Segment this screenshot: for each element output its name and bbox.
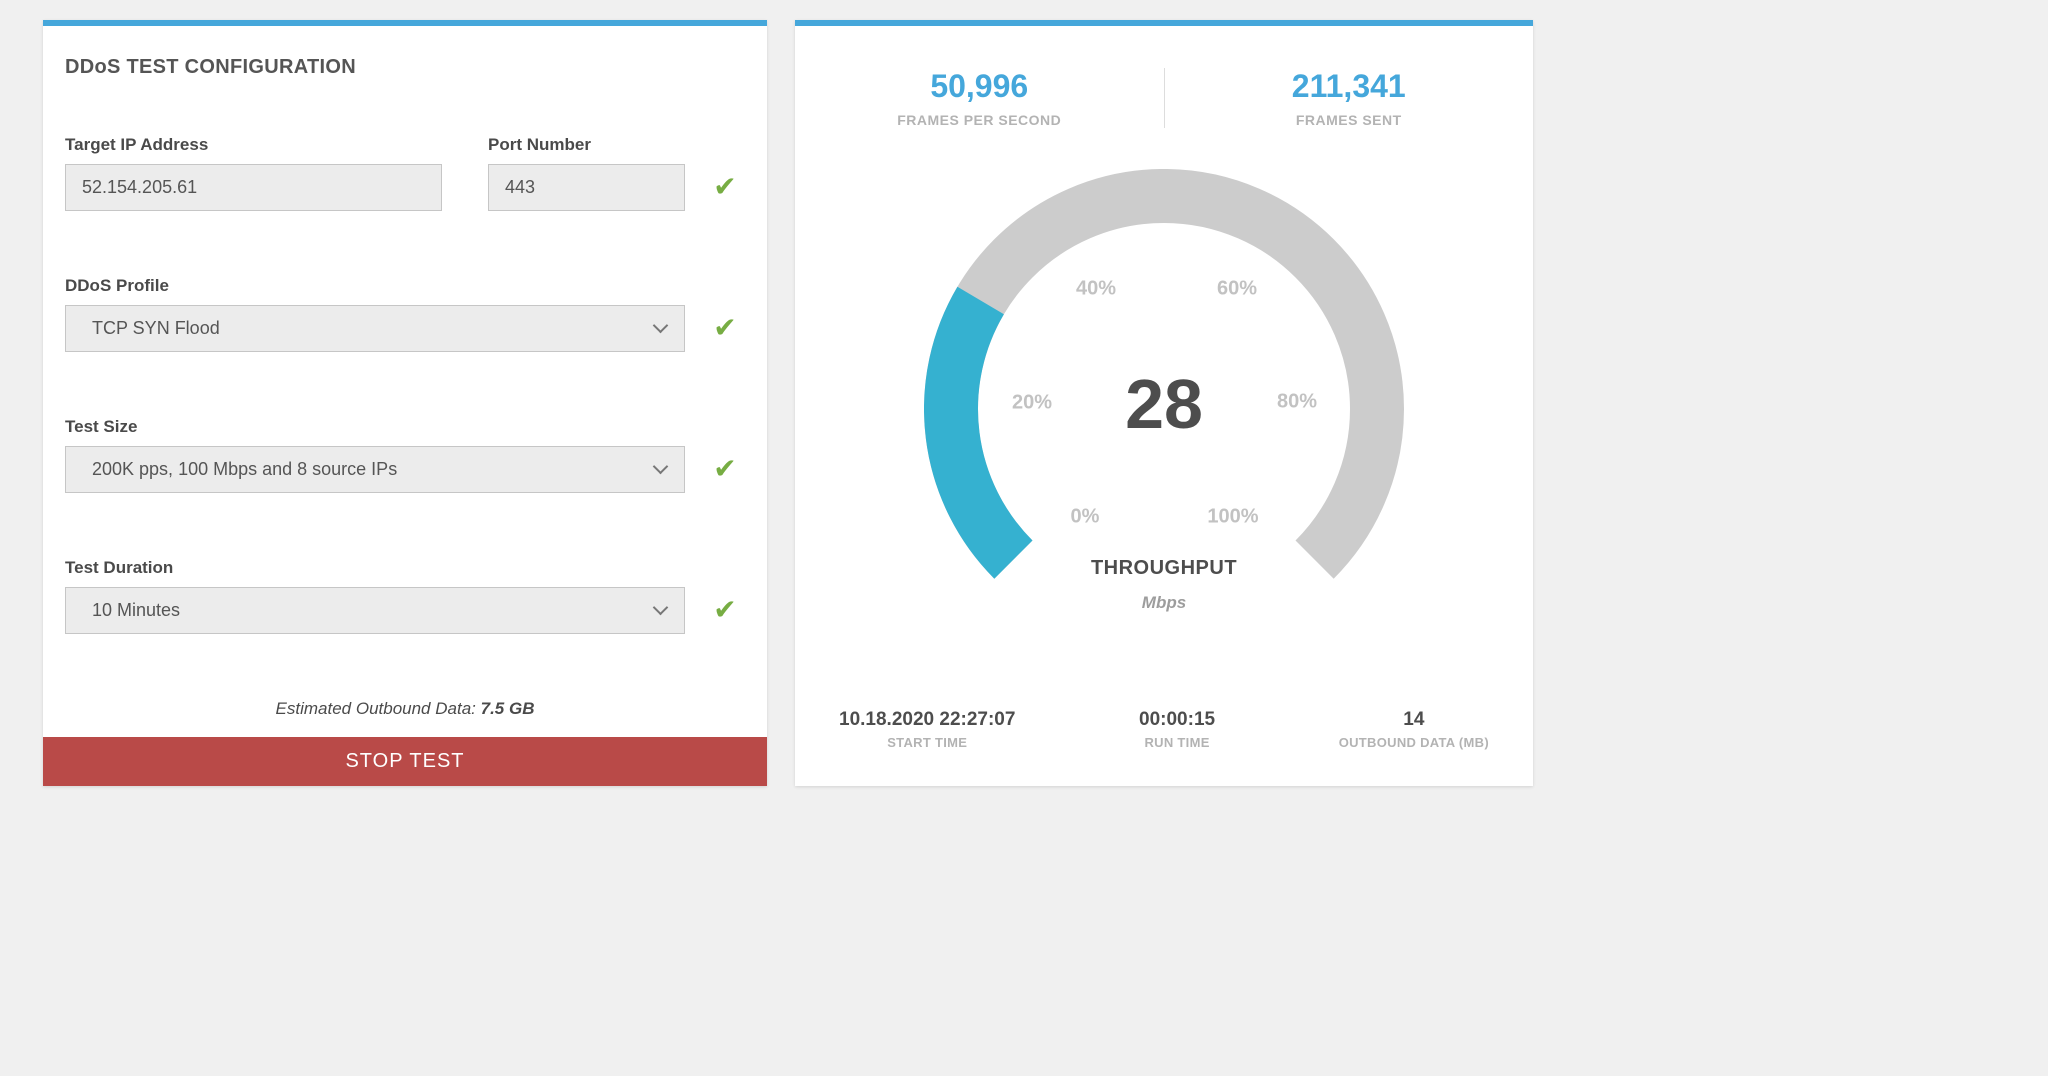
stats-panel: 50,996 FRAMES PER SECOND 211,341 FRAMES … — [795, 20, 1533, 786]
test-size-label: Test Size — [65, 417, 138, 436]
test-size-select[interactable]: 200K pps, 100 Mbps and 8 source IPs — [65, 446, 685, 493]
test-size-valid-check-icon: ✔ — [713, 453, 737, 484]
outbound-data-stat: 14 OUTBOUND DATA (MB) — [1339, 709, 1489, 750]
config-panel-title: DDoS TEST CONFIGURATION — [65, 56, 356, 78]
outbound-data-value: 14 — [1403, 709, 1425, 730]
gauge-tick: 100% — [1207, 505, 1259, 528]
estimate-label: Estimated Outbound Data: — [275, 699, 476, 718]
gauge-tick: 40% — [1075, 277, 1117, 300]
top-stats: 50,996 FRAMES PER SECOND 211,341 FRAMES … — [795, 68, 1533, 128]
throughput-gauge: 0% 20% 40% 60% 80% 100% 28 THROUGHPUT Mb… — [924, 169, 1404, 649]
port-label: Port Number — [488, 135, 591, 154]
frames-per-second-stat: 50,996 FRAMES PER SECOND — [795, 68, 1164, 128]
chevron-down-icon — [652, 458, 669, 475]
run-time-label: RUN TIME — [1144, 735, 1210, 750]
frames-per-second-label: FRAMES PER SECOND — [897, 112, 1062, 128]
frames-per-second-value: 50,996 — [930, 68, 1029, 104]
test-duration-value: 10 Minutes — [92, 600, 181, 620]
gauge-progress-arc — [924, 169, 1404, 579]
chevron-down-icon — [652, 317, 669, 334]
gauge-svg — [924, 169, 1404, 579]
target-ip-field: Target IP Address — [65, 135, 442, 211]
ddos-profile-label: DDoS Profile — [65, 276, 169, 295]
ddos-profile-select[interactable]: TCP SYN Flood — [65, 305, 685, 352]
start-time-stat: 10.18.2020 22:27:07 START TIME — [839, 709, 1015, 750]
test-size-value: 200K pps, 100 Mbps and 8 source IPs — [92, 459, 398, 479]
test-duration-label: Test Duration — [65, 558, 174, 577]
ip-port-row: Target IP Address Port Number ✔ — [65, 135, 767, 211]
gauge-value: 28 — [1125, 365, 1203, 443]
outbound-data-label: OUTBOUND DATA (MB) — [1338, 735, 1489, 750]
start-time-label: START TIME — [887, 735, 968, 750]
target-ip-label: Target IP Address — [65, 135, 209, 154]
frames-sent-label: FRAMES SENT — [1295, 112, 1402, 128]
bottom-stats: 10.18.2020 22:27:07 START TIME 00:00:15 … — [795, 709, 1533, 750]
test-duration-select[interactable]: 10 Minutes — [65, 587, 685, 634]
gauge-tick: 20% — [1011, 391, 1053, 414]
chevron-down-icon — [652, 599, 669, 616]
port-valid-check-icon: ✔ — [713, 171, 737, 202]
gauge-tick: 60% — [1216, 277, 1258, 300]
target-ip-input[interactable] — [65, 164, 442, 211]
stats-divider — [1163, 68, 1165, 128]
gauge-title: THROUGHPUT — [1090, 557, 1238, 579]
gauge-tick: 80% — [1276, 390, 1318, 413]
ddos-profile-row: DDoS Profile TCP SYN Flood ✔ — [65, 276, 767, 352]
estimated-outbound-data: Estimated Outbound Data: 7.5 GB — [65, 699, 745, 719]
frames-sent-stat: 211,341 FRAMES SENT — [1165, 68, 1534, 128]
config-panel-body: DDoS TEST CONFIGURATION Target IP Addres… — [43, 26, 767, 719]
test-duration-row: Test Duration 10 Minutes ✔ — [65, 558, 767, 634]
run-time-stat: 00:00:15 RUN TIME — [1139, 709, 1215, 750]
port-field: Port Number — [488, 135, 685, 211]
profile-valid-check-icon: ✔ — [713, 312, 737, 343]
run-time-value: 00:00:15 — [1139, 709, 1216, 730]
test-size-row: Test Size 200K pps, 100 Mbps and 8 sourc… — [65, 417, 767, 493]
gauge-tick: 0% — [1070, 505, 1100, 528]
ddos-config-panel: DDoS TEST CONFIGURATION Target IP Addres… — [43, 20, 767, 786]
stop-test-button[interactable]: STOP TEST — [43, 737, 767, 786]
port-input[interactable] — [488, 164, 685, 211]
start-time-value: 10.18.2020 22:27:07 — [839, 709, 1016, 730]
gauge-unit: Mbps — [1141, 593, 1187, 612]
duration-valid-check-icon: ✔ — [713, 594, 737, 625]
estimate-value: 7.5 GB — [480, 699, 535, 718]
frames-sent-value: 211,341 — [1291, 68, 1406, 104]
ddos-profile-value: TCP SYN Flood — [92, 318, 220, 338]
